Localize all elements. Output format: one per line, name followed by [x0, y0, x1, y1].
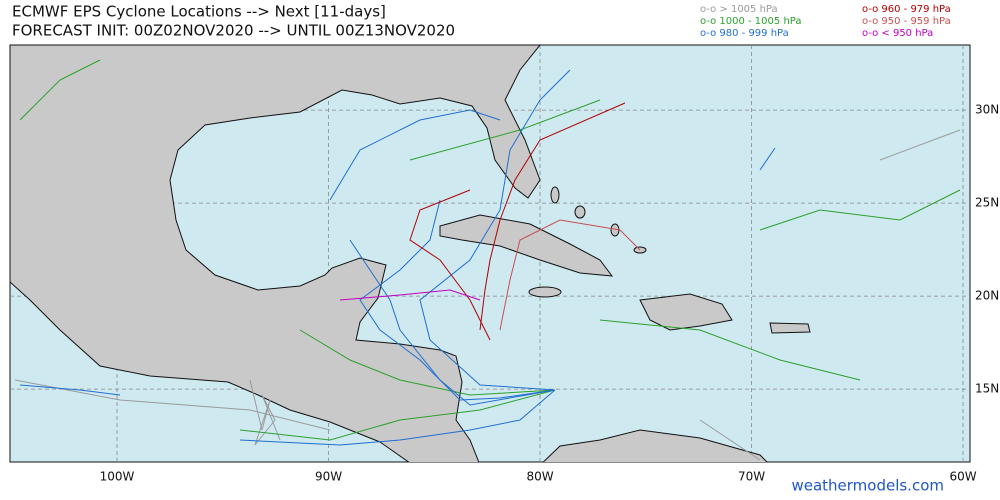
lon-label: 90W — [315, 470, 342, 484]
land-hispaniola — [639, 293, 733, 331]
lon-label: 80W — [526, 470, 553, 484]
land-jamaica — [528, 286, 562, 298]
legend-entry: o-o 980 - 999 hPa — [700, 28, 789, 39]
cyclone-tracks — [14, 59, 961, 461]
lat-label: 30N — [975, 103, 999, 117]
legend-entry: o-o 950 - 959 hPa — [862, 16, 951, 27]
land-puerto-rico — [769, 322, 811, 334]
lat-label: 15N — [975, 382, 999, 396]
legend-entry: o-o 960 - 979 hPa — [862, 4, 951, 15]
legend-entry: o-o > 1005 hPa — [700, 4, 778, 15]
subtitle: FORECAST INIT: 00Z02NOV2020 --> UNTIL 00… — [12, 22, 455, 40]
land-cuba — [439, 214, 614, 277]
lat-label: 20N — [975, 289, 999, 303]
title: ECMWF EPS Cyclone Locations --> Next [11… — [12, 3, 386, 21]
lon-label: 70W — [738, 470, 765, 484]
lon-label: 100W — [100, 470, 135, 484]
watermark: weathermodels.com — [791, 477, 944, 495]
map — [9, 44, 971, 463]
lon-label: 60W — [949, 470, 976, 484]
land-north-america — [10, 45, 541, 462]
land-south-america — [542, 429, 768, 462]
legend-entry: o-o 1000 - 1005 hPa — [700, 16, 801, 27]
lat-label: 25N — [975, 196, 999, 210]
legend-entry: o-o < 950 hPa — [862, 28, 933, 39]
